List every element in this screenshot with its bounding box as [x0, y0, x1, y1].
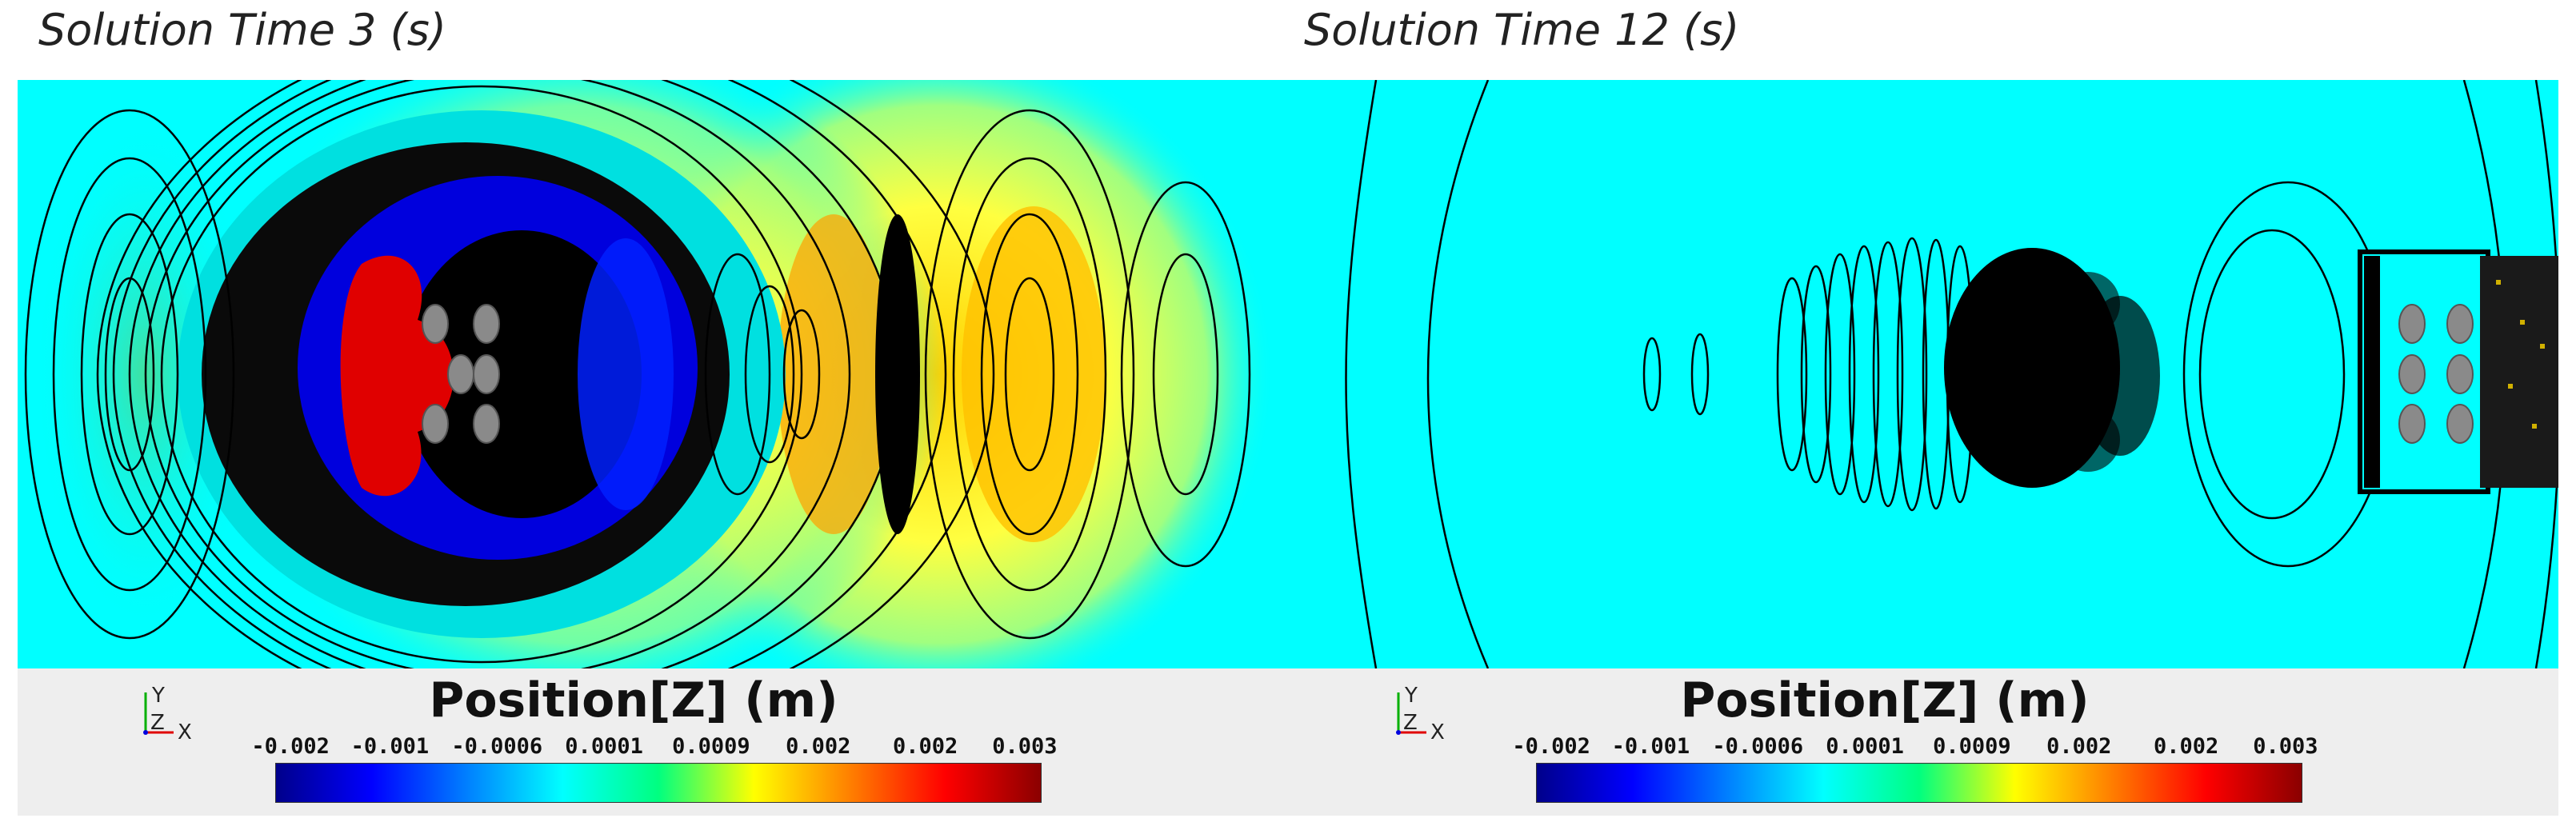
tick-label: 0.002: [892, 734, 958, 759]
tick-label: 0.002: [786, 734, 851, 759]
tick-label: -0.001: [1611, 734, 1690, 759]
legend-panel: Y Z X Position[Z] (m) -0.002 -0.001 -0.0…: [18, 668, 1288, 816]
triad-y-label: Y: [1404, 684, 1418, 708]
tick-label: 0.002: [2046, 734, 2112, 759]
tick-label: 0.003: [2253, 734, 2318, 759]
tick-label: -0.001: [350, 734, 430, 759]
colorbar-ticks: -0.002 -0.001 -0.0006 0.0001 0.0009 0.00…: [1512, 734, 2318, 761]
contour-plot-svg: [1288, 80, 2558, 668]
tick-label: -0.002: [1512, 734, 1590, 759]
triad-x-label: X: [1430, 720, 1445, 744]
tick-label: 0.0001: [1826, 734, 1904, 759]
panel-solution-time-3: Solution Time 3 (s): [18, 5, 1288, 816]
contour-plot: [18, 80, 1288, 668]
tick-label: 0.0009: [672, 734, 750, 759]
contour-plot-svg: [18, 80, 1288, 668]
triad-z-label: Z: [150, 711, 165, 735]
tick-label: 0.0009: [1933, 734, 2011, 759]
legend-title: Position[Z] (m): [1680, 672, 2090, 728]
legend-panel: Y Z X Position[Z] (m) -0.002 -0.001 -0.0…: [1288, 668, 2558, 816]
tick-label: 0.002: [2153, 734, 2219, 759]
tick-label: 0.003: [992, 734, 1058, 759]
tick-label: 0.0001: [565, 734, 643, 759]
colorbar: [275, 763, 1042, 803]
panel-solution-time-12: Solution Time 12 (s): [1288, 0, 2576, 834]
axis-triad-icon: Y Z X: [1390, 684, 1462, 748]
legend-title: Position[Z] (m): [429, 672, 838, 728]
colorbar-ticks: -0.002 -0.001 -0.0006 0.0001 0.0009 0.00…: [251, 734, 1057, 761]
colorbar: [1536, 763, 2302, 803]
tick-label: -0.0006: [1712, 734, 1804, 759]
panel-title: Solution Time 3 (s): [38, 5, 446, 55]
triad-z-label: Z: [1403, 711, 1418, 735]
contour-plot: [1288, 80, 2558, 668]
tick-label: -0.0006: [451, 734, 543, 759]
panel-title: Solution Time 12 (s): [1304, 5, 1740, 55]
axis-triad-icon: Y Z X: [138, 684, 210, 748]
triad-x-label: X: [178, 720, 192, 744]
tick-label: -0.002: [251, 734, 330, 759]
triad-y-label: Y: [151, 684, 165, 708]
